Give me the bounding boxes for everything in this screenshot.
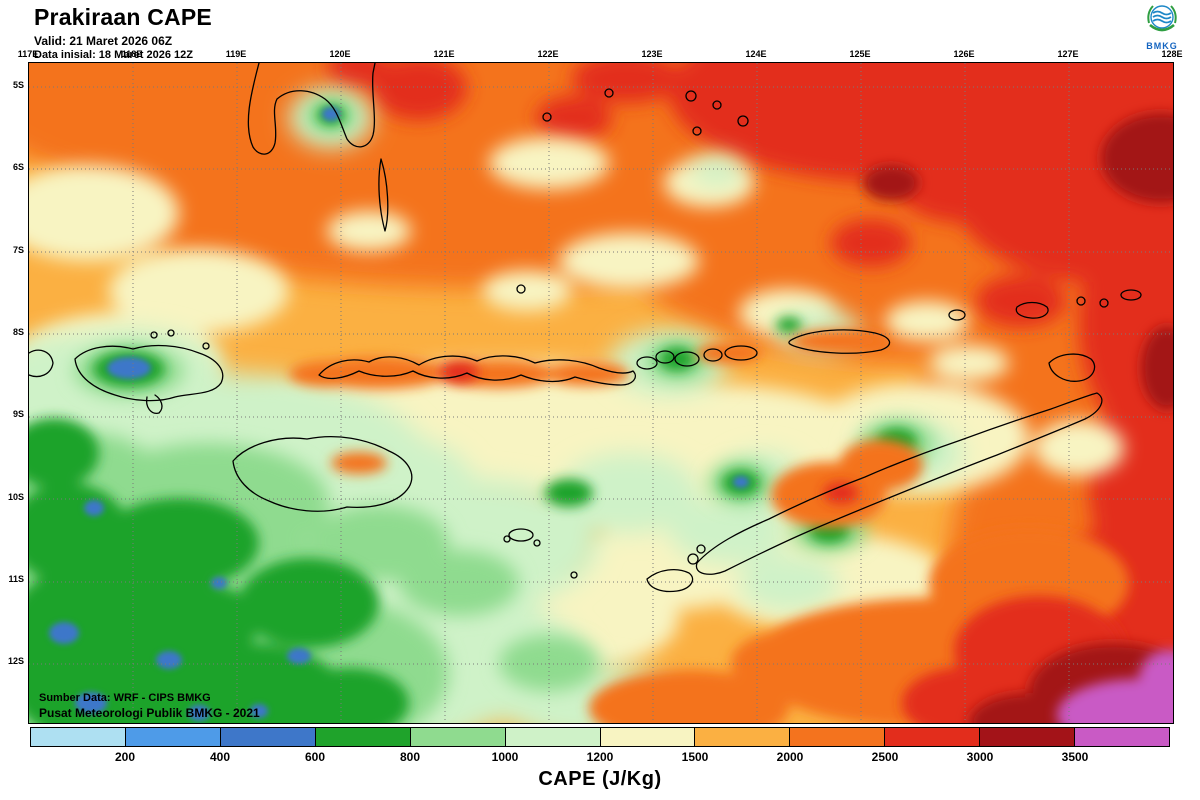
cape-magenta-region [1057,650,1173,723]
coast-islet [1099,298,1109,308]
coast-pantar [674,351,700,367]
cape-legend [30,727,1171,747]
page-title: Prakiraan CAPE [34,4,212,30]
coast-islet [1076,296,1086,306]
coast-adonara [636,356,658,370]
legend-segment [884,727,981,747]
lat-label: 6S [12,162,24,172]
coast-islet [1120,289,1142,301]
coast-islet [542,112,552,122]
coast-lembata [655,350,675,364]
coast-islet [604,88,614,98]
coast-islet [696,544,706,554]
legend-tick: 800 [399,750,421,764]
legend-segment [409,727,506,747]
lat-label: 10S [7,492,24,502]
legend-tick: 1000 [491,750,519,764]
legend-tick: 1200 [586,750,614,764]
coast-sumbawa-peninsula [145,394,163,414]
coast-islet [948,309,966,321]
lat-label: 11S [8,574,24,584]
coast-selayar [378,158,389,232]
lon-label: 128E [1161,49,1183,59]
graticule-grid [29,63,1173,723]
producer-label: Pusat Meteorologi Publik BMKG - 2021 [39,706,260,720]
legend-segment [599,727,696,747]
source-data-label: Sumber Data: WRF - CIPS BMKG [39,692,211,704]
coast-lombok [29,349,54,378]
legend-tick: 400 [209,750,231,764]
map-area: Sumber Data: WRF - CIPS BMKG Pusat Meteo… [28,62,1174,724]
header: Prakiraan CAPE Valid: 21 Maret 2026 06Z … [34,4,212,61]
lon-label: 124E [745,49,767,59]
cape-blue-region [49,107,749,721]
cape-field-map [29,63,1173,723]
coast-flores [318,355,636,386]
valid-date-label: Valid: 21 Maret 2026 06Z [34,34,173,48]
lon-label: 122E [537,49,559,59]
legend-title: CAPE (J/Kg) [538,768,662,790]
coast-alor-east [724,345,758,361]
coast-semau [687,553,699,565]
coast-islet [503,535,511,543]
cape-darkred-region [863,113,1173,410]
lon-label: 123E [641,49,663,59]
lon-label: 119E [225,49,247,59]
legend-segment [219,727,316,747]
coast-sulawesi [247,63,376,155]
coastlines [29,63,1142,593]
coast-islet [202,342,210,350]
coast-islet [1015,301,1049,319]
bmkg-logo-text: BMKG [1146,41,1178,51]
legend-tick: 200 [114,750,136,764]
lon-label: 126E [953,49,975,59]
legend-tick: 3000 [966,750,994,764]
legend-tick: 600 [304,750,326,764]
coast-alor [703,348,723,362]
bmkg-logo: BMKG [1138,2,1186,51]
coast-islet [533,539,541,547]
legend-tick: 3500 [1061,750,1089,764]
legend-segment [1074,727,1171,747]
lon-label: 120E [329,49,351,59]
bmkg-logo-icon [1147,5,1177,32]
legend-segment [694,727,791,747]
lat-label: 5S [12,80,24,90]
legend-segment [979,727,1076,747]
legend-tick: 1500 [681,750,709,764]
coast-rote [646,568,694,593]
coast-islet [692,126,702,136]
init-date-label: Data inisial: 18 Maret 2026 12Z [34,49,193,61]
coast-wetar [788,329,891,354]
coast-timor [695,392,1103,575]
lat-label: 12S [7,656,24,666]
lat-label: 9S [12,409,24,419]
lon-label: 118E [121,49,143,59]
coast-islet [516,284,526,294]
legend-segment [30,727,126,747]
lon-label: 127E [1057,49,1079,59]
coast-islet [1048,353,1096,382]
coast-sumbawa [74,344,224,402]
legend-segment [504,727,601,747]
coast-islet [712,100,722,110]
legend-tick: 2000 [776,750,804,764]
lon-label: 125E [849,49,871,59]
legend-segment [124,727,221,747]
coast-islet [685,90,697,102]
lat-label: 7S [12,245,24,255]
lat-label: 8S [12,327,24,337]
coast-islet [737,115,749,127]
coast-islet [150,331,158,339]
legend-tick: 2500 [871,750,899,764]
coast-islet [167,329,175,337]
lon-label: 117E [17,49,39,59]
lon-label: 121E [433,49,455,59]
legend-segment [789,727,886,747]
coast-sumba [232,436,413,512]
coast-sawu [508,528,534,542]
coast-islet [570,571,578,579]
legend-segment [314,727,411,747]
